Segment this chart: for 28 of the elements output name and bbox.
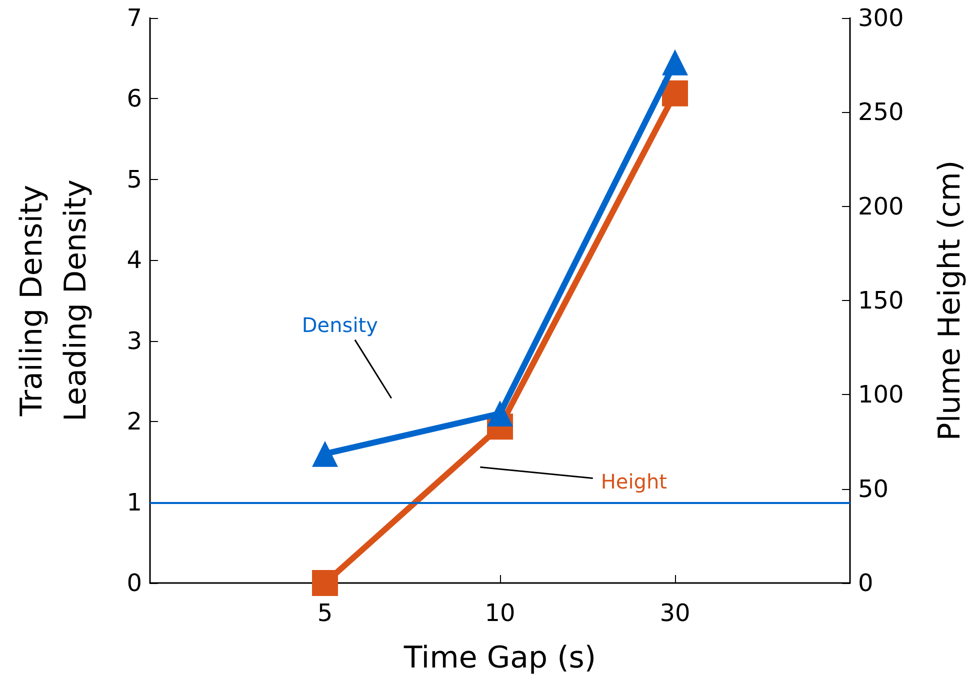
y2-tick-label: 50	[858, 474, 889, 503]
y2-tick-label: 200	[858, 192, 904, 220]
point	[662, 49, 688, 76]
y-axis-title: Trailing Density Leading Density	[14, 179, 94, 422]
x-tick-label: 5	[317, 599, 333, 627]
point	[662, 80, 688, 106]
y-tick-label: 6	[126, 84, 142, 113]
x-axis-title: Time Gap (s)	[402, 640, 596, 676]
y-tick-label: 4	[126, 246, 142, 274]
y-tick-label: 5	[126, 165, 142, 194]
y2-tick-label: 300	[858, 4, 904, 32]
y2-tick-label: 150	[858, 286, 904, 314]
y-tick-label: 3	[126, 326, 142, 355]
point	[312, 570, 338, 596]
y-tick-label: 7	[126, 4, 142, 32]
point	[487, 400, 513, 426]
x-tick-label: 30	[660, 599, 690, 627]
y-tick-label: 1	[126, 488, 142, 516]
y-tick-label: 0	[126, 569, 142, 597]
y2-tick-label: 100	[858, 380, 904, 409]
y2-axis-title: Plume Height (cm)	[932, 160, 968, 441]
text: Height	[600, 469, 668, 494]
y2-tick-label: 250	[858, 98, 904, 126]
text: Density	[302, 312, 378, 337]
y2-tick-label: 0	[858, 569, 874, 597]
x-tick-label: 10	[484, 599, 516, 627]
y-tick-label: 2	[126, 408, 142, 436]
point	[312, 440, 338, 467]
